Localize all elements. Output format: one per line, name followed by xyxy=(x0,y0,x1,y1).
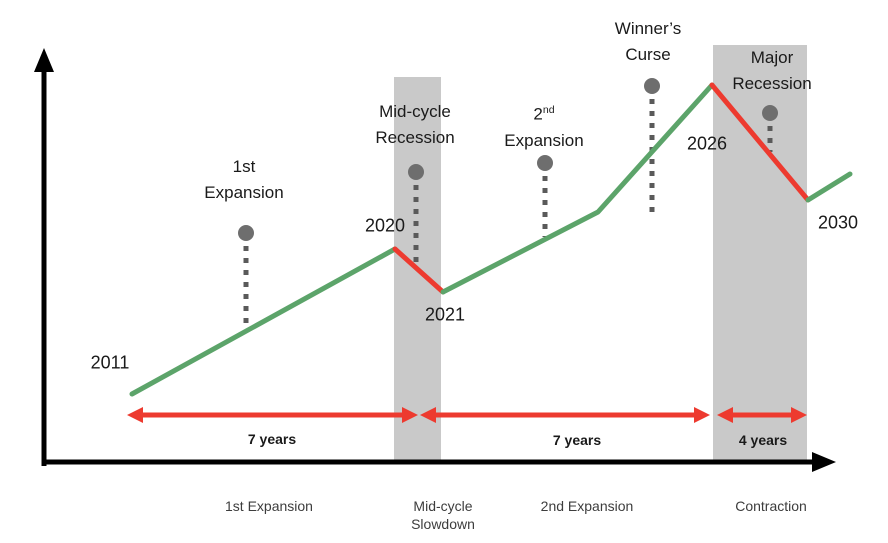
callout-1st-expansion-line2: Expansion xyxy=(204,183,284,202)
callout-major-recession-line1: Major xyxy=(750,48,794,67)
year-label-2021: 2021 xyxy=(424,304,466,325)
callout-mid-cycle-recession-line1: Mid-cycle xyxy=(379,102,451,121)
duration-label-2: 7 years xyxy=(552,432,602,448)
x-axis-arrowhead-icon xyxy=(812,452,836,472)
contraction-band xyxy=(713,45,807,462)
duration-arrow-2-left-head-icon xyxy=(420,407,436,423)
duration-label-1: 7 years xyxy=(247,431,297,447)
duration-label-3: 4 years xyxy=(738,432,788,448)
callout-dot-2nd-expansion xyxy=(537,155,553,171)
callout-winners-curse: Winner’s Curse xyxy=(615,16,681,68)
callout-1st-expansion-line1: 1st xyxy=(232,157,256,176)
callout-dot-mid-cycle-recession xyxy=(408,164,424,180)
callout-dot-1st-expansion xyxy=(238,225,254,241)
callout-winners-curse-line1: Winner’s xyxy=(614,19,682,38)
callout-2nd-expansion-line2: Expansion xyxy=(504,130,584,150)
callout-mid-cycle-recession-line2: Recession xyxy=(375,128,455,147)
duration-arrow-3-left-head-icon xyxy=(717,407,733,423)
phase-label-1st-expansion: 1st Expansion xyxy=(225,498,313,514)
line-segment-recovery xyxy=(805,171,853,203)
duration-arrow-3-right-head-icon xyxy=(791,407,807,423)
year-label-2020: 2020 xyxy=(364,215,406,236)
callout-mid-cycle-recession: Mid-cycle Recession xyxy=(375,99,454,151)
callout-winners-curse-line2: Curse xyxy=(625,45,671,64)
duration-arrow-1-right-head-icon xyxy=(402,407,418,423)
year-label-2026: 2026 xyxy=(686,133,728,154)
line-segment-mid-cycle-recession xyxy=(392,246,446,295)
callout-2nd-expansion-line1: 2nd xyxy=(504,97,583,128)
callout-2nd-expansion-base: 2 xyxy=(533,104,543,124)
callout-dot-winners-curse xyxy=(644,78,660,94)
callout-dot-major-recession xyxy=(762,105,778,121)
line-segment-1st-expansion xyxy=(129,246,398,397)
duration-arrow-2-right-head-icon xyxy=(694,407,710,423)
callout-2nd-expansion: 2nd Expansion xyxy=(504,97,583,154)
phase-label-contraction: Contraction xyxy=(735,498,807,514)
line-segment-2nd-expansion xyxy=(440,82,715,295)
phase-label-mid-cycle-slowdown-line2: Slowdown xyxy=(411,516,475,532)
phase-label-mid-cycle-slowdown-line1: Mid-cycle xyxy=(413,498,473,514)
callout-1st-expansion: 1st Expansion xyxy=(204,154,283,206)
y-axis-arrowhead-icon xyxy=(34,48,54,72)
callout-major-recession: Major Recession xyxy=(732,45,811,97)
duration-arrow-1-left-head-icon xyxy=(127,407,143,423)
year-label-2030: 2030 xyxy=(817,212,859,233)
phase-label-mid-cycle-slowdown: Mid-cycle Slowdown xyxy=(411,497,475,533)
line-segment-major-recession xyxy=(709,82,811,203)
phase-label-2nd-expansion: 2nd Expansion xyxy=(540,498,634,514)
year-label-2011: 2011 xyxy=(90,352,130,373)
callout-major-recession-line2: Recession xyxy=(732,74,812,93)
callout-2nd-expansion-sup: nd xyxy=(542,104,555,116)
